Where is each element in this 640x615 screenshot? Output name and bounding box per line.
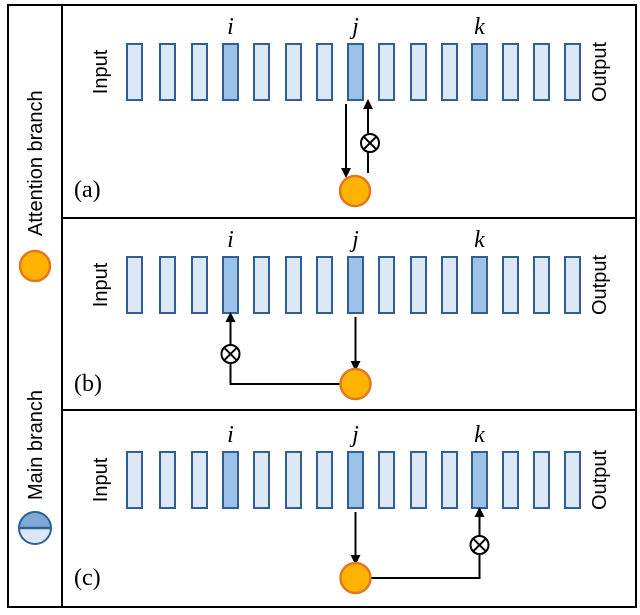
- layer-block: [253, 451, 270, 509]
- outer-frame: [7, 4, 637, 608]
- panels-group: i j k Input Output (a) i j k Input Output (b) i j k Inp…: [74, 14, 611, 595]
- layer-block-k: [471, 256, 488, 314]
- attention-branch-icon: [338, 174, 372, 208]
- layer-block-k: [471, 451, 488, 509]
- layer-block: [159, 256, 176, 314]
- attention-legend-icon: [18, 249, 52, 283]
- layer-block-i: [222, 451, 239, 509]
- attention-branch-icon: [339, 367, 372, 401]
- layer-block: [502, 451, 519, 509]
- input-label: Input: [90, 457, 112, 502]
- layer-block: [441, 43, 458, 101]
- layer-block: [410, 43, 427, 101]
- layer-marker-i: i: [227, 14, 234, 40]
- main-legend-icon: [18, 511, 52, 545]
- layer-block: [191, 451, 208, 509]
- connector-line: [370, 555, 481, 579]
- output-label: Output: [589, 42, 611, 102]
- connector-line: [229, 364, 341, 385]
- layer-block-i: [222, 256, 239, 314]
- layer-marker-k: k: [474, 422, 485, 448]
- layer-block: [564, 43, 581, 101]
- layer-block: [191, 43, 208, 101]
- layer-block: [285, 451, 302, 509]
- multiply-icon: [469, 535, 490, 555]
- layer-block: [159, 43, 176, 101]
- multiply-icon: [360, 133, 380, 153]
- layer-marker-i: i: [227, 422, 234, 448]
- attention-branch-label: Attention branch: [25, 90, 47, 236]
- layer-marker-k: k: [474, 227, 485, 253]
- panel-a: i j k Input Output (a): [74, 14, 611, 208]
- layer-block: [441, 451, 458, 509]
- layer-block: [378, 256, 395, 314]
- layer-block-j: [347, 451, 364, 509]
- layer-block: [126, 256, 143, 314]
- layer-block: [533, 43, 550, 101]
- layer-block: [253, 43, 270, 101]
- layer-marker-j: j: [349, 14, 359, 40]
- multiply-icon: [220, 344, 241, 364]
- layer-block: [441, 256, 458, 314]
- layer-block: [564, 256, 581, 314]
- layer-block: [253, 256, 270, 314]
- layer-block-j: [347, 43, 364, 101]
- panel-c: i j k Input Output (c): [74, 422, 611, 595]
- layer-block: [564, 451, 581, 509]
- main-branch-label: Main branch: [25, 390, 47, 500]
- layer-block-k: [471, 43, 488, 101]
- layer-marker-j: j: [349, 227, 359, 253]
- attention-branch-icon: [339, 561, 372, 595]
- layer-block: [502, 43, 519, 101]
- layer-block-i: [222, 43, 239, 101]
- layer-block: [502, 256, 519, 314]
- layer-block: [410, 256, 427, 314]
- layer-block: [316, 451, 333, 509]
- output-label: Output: [589, 450, 611, 510]
- layer-block: [285, 43, 302, 101]
- layer-marker-j: j: [349, 422, 359, 448]
- panel-b: i j k Input Output (b): [74, 227, 611, 401]
- layer-marker-i: i: [227, 227, 234, 253]
- layer-block: [191, 256, 208, 314]
- layer-marker-k: k: [474, 14, 485, 40]
- layer-block: [378, 451, 395, 509]
- layer-block: [316, 43, 333, 101]
- input-label: Input: [90, 49, 112, 94]
- layer-block: [159, 451, 176, 509]
- output-label: Output: [589, 255, 611, 315]
- layer-block: [533, 256, 550, 314]
- layer-block: [378, 43, 395, 101]
- panel-tag: (b): [74, 371, 102, 397]
- layer-block: [126, 451, 143, 509]
- layer-block: [126, 43, 143, 101]
- layer-block-j: [347, 256, 364, 314]
- layer-block: [533, 451, 550, 509]
- layer-block: [316, 256, 333, 314]
- layer-block: [285, 256, 302, 314]
- panel-tag: (c): [74, 565, 101, 591]
- layer-block: [410, 451, 427, 509]
- input-label: Input: [90, 262, 112, 307]
- panel-tag: (a): [74, 177, 101, 203]
